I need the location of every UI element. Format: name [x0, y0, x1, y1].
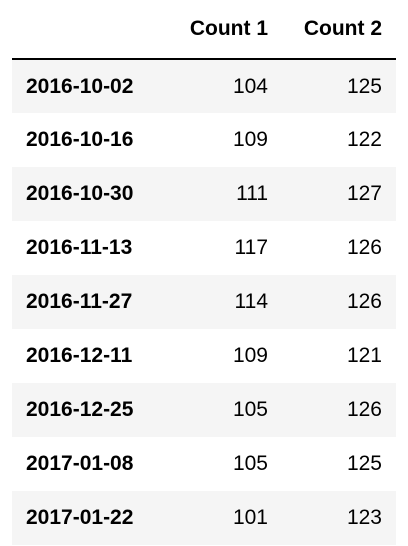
table-row: 2016-10-02 104 125 [12, 59, 396, 113]
cell-count-1: 105 [232, 398, 268, 421]
row-index: 2017-01-22 [26, 506, 134, 529]
cell-count-2: 126 [346, 398, 382, 421]
dataframe-table-container: Count 1 Count 2 2016-10-02 104 125 2016-… [12, 0, 396, 545]
table-body: 2016-10-02 104 125 2016-10-16 109 122 20… [12, 59, 396, 545]
row-index: 2016-12-25 [26, 398, 134, 421]
table-row: 2016-10-16 109 122 [12, 113, 396, 167]
cell-count-1: 109 [232, 128, 268, 151]
cell-count-1: 101 [232, 506, 268, 529]
cell-count-2: 125 [346, 452, 382, 475]
cell-count-2: 123 [346, 506, 382, 529]
cell-count-1: 105 [232, 452, 268, 475]
cell-count-1: 111 [236, 182, 268, 205]
row-index: 2016-10-16 [26, 128, 134, 151]
row-index: 2017-01-08 [26, 452, 134, 475]
cell-count-2: 122 [346, 128, 382, 151]
cell-count-2: 127 [346, 182, 382, 205]
table-header: Count 1 Count 2 [12, 0, 396, 60]
table-row: 2016-12-25 105 126 [12, 383, 396, 437]
cell-count-2: 121 [346, 344, 382, 367]
table-row: 2016-11-13 117 126 [12, 221, 396, 275]
table-row: 2017-01-22 101 123 [12, 491, 396, 545]
cell-count-1: 109 [232, 344, 268, 367]
cell-count-1: 104 [232, 74, 268, 98]
cell-count-1: 117 [234, 236, 268, 259]
column-header-count-1: Count 1 [168, 0, 282, 60]
cell-count-1: 114 [234, 290, 268, 313]
index-column-header [12, 0, 168, 60]
table-row: 2016-10-30 111 127 [12, 167, 396, 221]
column-header-count-2: Count 2 [282, 0, 396, 60]
cell-count-2: 126 [346, 236, 382, 259]
row-index: 2016-11-27 [26, 290, 133, 313]
table-row: 2016-12-11 109 121 [12, 329, 396, 383]
cell-count-2: 126 [346, 290, 382, 313]
header-row: Count 1 Count 2 [12, 0, 396, 60]
row-index: 2016-11-13 [26, 236, 133, 259]
cell-count-2: 125 [346, 74, 382, 98]
row-index: 2016-12-11 [26, 344, 133, 367]
dataframe-table: Count 1 Count 2 2016-10-02 104 125 2016-… [12, 0, 396, 545]
row-index: 2016-10-02 [26, 74, 134, 98]
table-row: 2016-11-27 114 126 [12, 275, 396, 329]
table-row: 2017-01-08 105 125 [12, 437, 396, 491]
row-index: 2016-10-30 [26, 182, 134, 205]
